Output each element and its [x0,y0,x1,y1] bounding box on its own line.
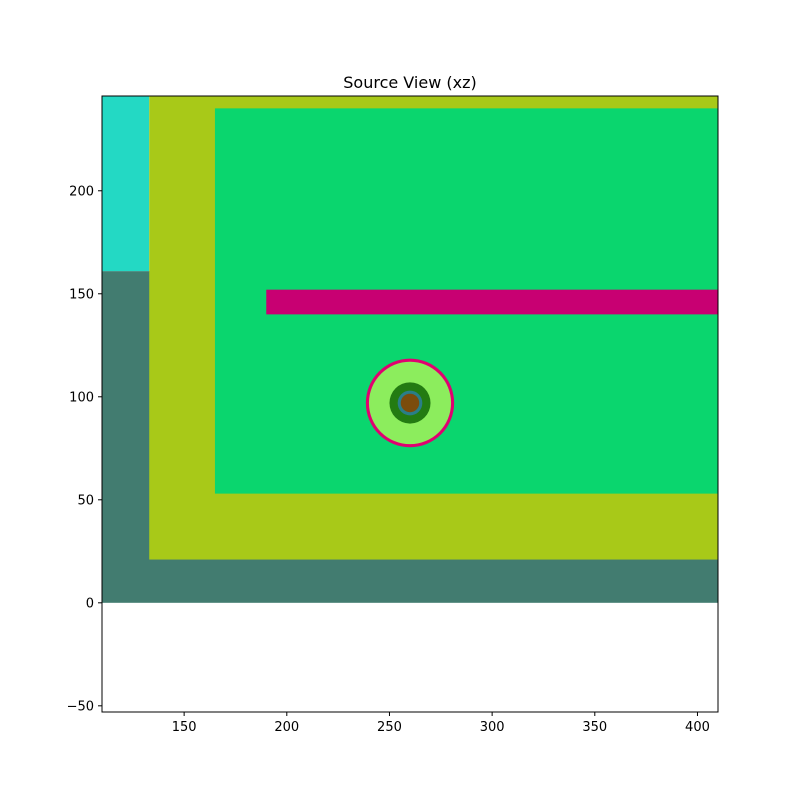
regions-layer [102,96,718,603]
region-core-brown [400,393,420,413]
x-tick-label: 350 [582,720,607,735]
chart-title: Source View (xz) [343,73,476,92]
x-tick-label: 400 [685,720,710,735]
x-tick-label: 250 [377,720,402,735]
x-tick-label: 150 [172,720,197,735]
y-tick-label: −50 [67,699,94,714]
plot-frame [101,95,719,713]
x-tick-label: 300 [480,720,505,735]
x-tick-label: 200 [274,720,299,735]
y-tick-label: 100 [69,390,94,405]
axes-layer: 150 200 250 300 350 400 −50 0 50 100 150 200 [67,95,719,735]
y-tick-label: 0 [86,596,94,611]
region-outer-left-upper [102,96,150,272]
y-tick-label: 200 [69,184,94,199]
y-tick-label: 150 [69,287,94,302]
region-magenta-bar [266,289,718,315]
y-tick-label: 50 [77,493,94,508]
